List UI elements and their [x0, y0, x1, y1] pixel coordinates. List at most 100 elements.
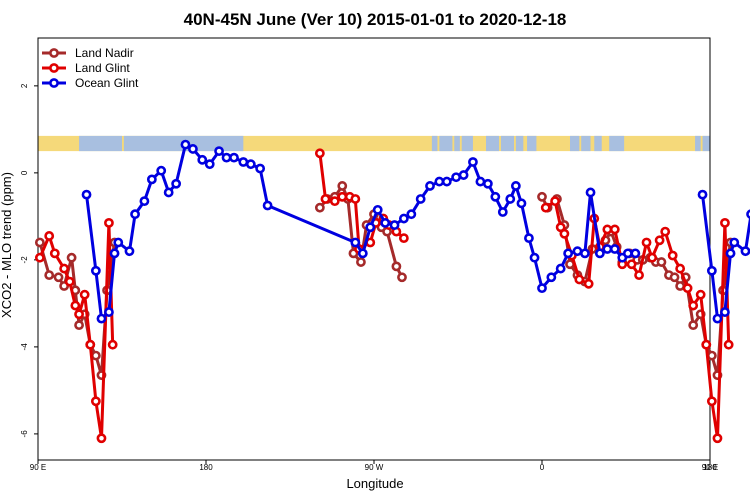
- series-land-glint: [34, 148, 734, 444]
- data-point: [380, 217, 391, 228]
- data-point: [96, 313, 107, 324]
- strip-ocean: [439, 135, 453, 152]
- series-line: [701, 194, 750, 321]
- data-point: [70, 300, 81, 311]
- data-point: [262, 200, 273, 211]
- data-point: [695, 289, 706, 300]
- y-tick-label: -6: [20, 430, 29, 438]
- data-point: [609, 224, 620, 235]
- data-point: [415, 194, 426, 204]
- data-point: [609, 244, 620, 254]
- strip-ocean: [594, 135, 602, 152]
- data-point: [540, 202, 551, 213]
- data-point: [197, 154, 208, 165]
- data-point: [712, 313, 723, 324]
- x-tick-label: 180: [703, 463, 717, 472]
- legend-marker: [49, 78, 59, 88]
- data-point: [229, 152, 239, 163]
- data-point: [524, 233, 534, 244]
- data-point: [546, 272, 557, 283]
- strip-ocean: [79, 135, 122, 152]
- data-point: [391, 261, 402, 272]
- y-tick-label: -2: [20, 256, 29, 264]
- data-point: [574, 274, 585, 285]
- data-point: [451, 172, 462, 183]
- data-point: [537, 283, 547, 294]
- data-point: [320, 194, 331, 204]
- data-point: [516, 198, 527, 209]
- x-tick-label: 90 W: [365, 463, 384, 472]
- data-point: [660, 226, 671, 237]
- data-point: [44, 270, 55, 281]
- strip-ocean: [461, 135, 473, 152]
- data-point: [337, 191, 348, 202]
- data-point: [90, 350, 101, 361]
- data-point: [44, 231, 55, 241]
- data-point: [124, 246, 135, 257]
- strip-ocean: [454, 135, 460, 152]
- data-point: [146, 174, 157, 185]
- legend-label: Land Nadir: [75, 46, 134, 60]
- data-point: [163, 187, 174, 198]
- data-point: [350, 194, 361, 204]
- y-axis: -6 -4 -2 0 2: [20, 83, 38, 437]
- strip-ocean: [702, 135, 710, 152]
- data-point: [96, 433, 107, 444]
- data-point: [204, 159, 215, 170]
- data-point: [490, 191, 501, 202]
- data-point: [746, 209, 750, 219]
- series-layer: [34, 139, 750, 444]
- x-tick-label: 180: [199, 463, 213, 472]
- x-axis-label: Longitude: [346, 476, 403, 491]
- strip-ocean: [609, 135, 625, 152]
- data-point: [214, 146, 224, 157]
- strip-ocean: [431, 135, 438, 152]
- data-point: [647, 252, 658, 263]
- data-point: [688, 300, 699, 311]
- data-point: [398, 213, 409, 224]
- data-point: [701, 339, 712, 350]
- data-point: [682, 283, 693, 294]
- data-point: [706, 350, 717, 361]
- legend-marker: [49, 63, 59, 73]
- data-point: [398, 233, 409, 244]
- land-ocean-strip: [38, 135, 710, 152]
- data-point: [550, 196, 560, 207]
- data-point: [585, 187, 596, 198]
- legend-marker: [49, 48, 59, 58]
- y-tick-label: 0: [20, 170, 29, 175]
- data-point: [139, 196, 150, 207]
- data-point: [482, 178, 493, 189]
- data-point: [130, 209, 140, 220]
- data-point: [107, 339, 118, 350]
- data-point: [406, 209, 417, 220]
- strip-ocean: [570, 135, 580, 152]
- data-point: [314, 202, 325, 213]
- data-point: [706, 265, 717, 276]
- x-tick-label: 0: [540, 463, 545, 472]
- data-point: [59, 263, 70, 274]
- data-point: [723, 339, 734, 350]
- data-point: [712, 433, 723, 444]
- strip-ocean: [581, 135, 591, 152]
- data-point: [34, 237, 45, 248]
- legend-label: Ocean Glint: [75, 76, 139, 90]
- data-point: [188, 144, 198, 154]
- data-point: [79, 289, 90, 300]
- series-line: [85, 143, 636, 321]
- chart-title: 40N-45N June (Ver 10) 2015-01-01 to 2020…: [184, 10, 567, 29]
- data-point: [34, 252, 45, 263]
- data-point: [602, 244, 613, 254]
- data-point: [425, 181, 435, 191]
- data-point: [171, 178, 182, 189]
- data-point: [583, 278, 594, 289]
- data-point: [255, 163, 266, 174]
- legend-label: Land Glint: [75, 61, 130, 75]
- data-point: [74, 320, 84, 331]
- data-point: [656, 257, 667, 267]
- data-point: [580, 248, 590, 259]
- data-point: [622, 248, 633, 259]
- data-point: [720, 217, 730, 228]
- data-point: [475, 176, 486, 187]
- data-point: [365, 222, 376, 233]
